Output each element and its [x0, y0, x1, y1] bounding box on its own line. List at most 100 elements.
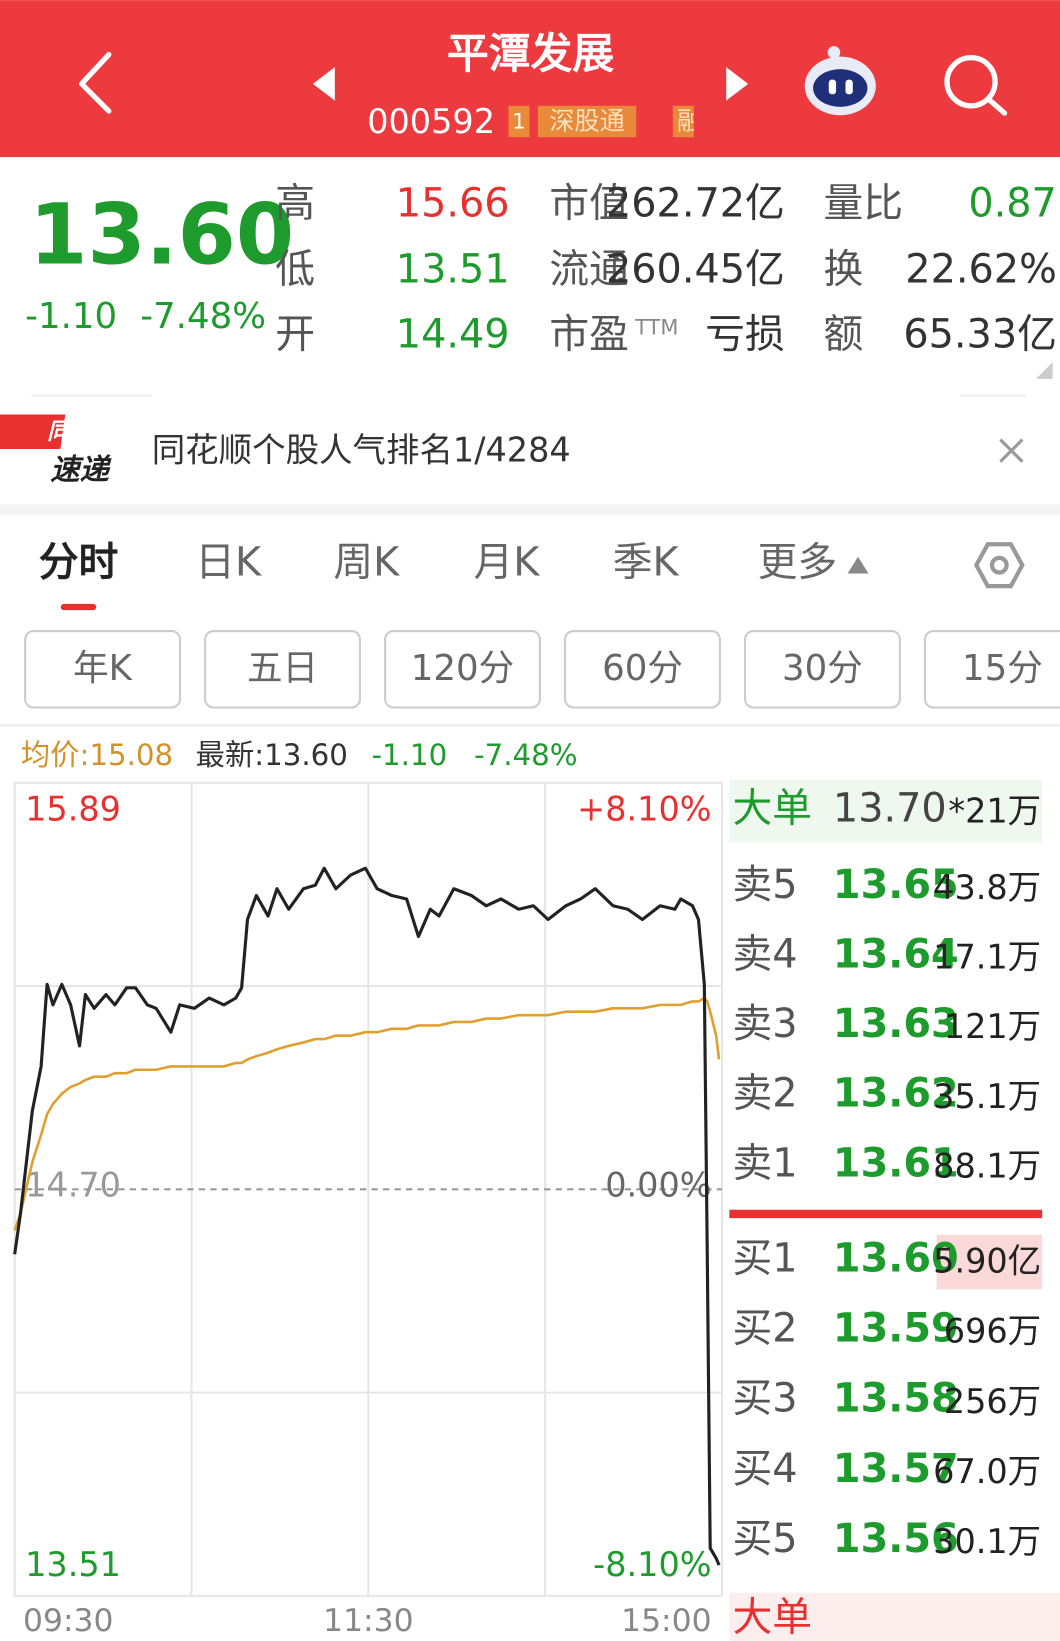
- avg-price-line: [13, 996, 721, 1231]
- period-label[interactable]: 15分: [962, 648, 1043, 689]
- back-button[interactable]: [79, 51, 112, 114]
- y2-tick-label: -8.10%: [593, 1545, 711, 1584]
- stat-label: 市值: [549, 181, 629, 227]
- book-label: 买4: [732, 1446, 797, 1492]
- news-logo: 同花顺 速递: [0, 414, 121, 487]
- tab[interactable]: 月K: [474, 540, 541, 586]
- price-change: -1.10: [25, 296, 117, 337]
- stat-value: 15.66: [396, 181, 510, 227]
- book-price: 13.63: [833, 1001, 959, 1047]
- book-volume: 35.1万: [933, 1077, 1041, 1116]
- book-price: 13.62: [833, 1071, 959, 1117]
- book-price: 13.61: [833, 1140, 959, 1186]
- period-button[interactable]: [743, 630, 901, 709]
- stat-value: 14.49: [396, 312, 510, 358]
- bid-ask-divider: [729, 1209, 1043, 1219]
- stat-value: 22.62%: [905, 247, 1057, 293]
- period-button[interactable]: [564, 630, 721, 709]
- period-button[interactable]: [204, 630, 362, 709]
- prev-stock[interactable]: [312, 67, 335, 101]
- stat-label: 流通: [549, 247, 629, 293]
- period-label[interactable]: 30分: [782, 648, 863, 689]
- book-volume: *21万: [948, 792, 1041, 831]
- period-label[interactable]: 年K: [73, 648, 134, 689]
- next-stock[interactable]: [726, 67, 749, 101]
- stat-label-sup: TTM: [634, 316, 678, 340]
- y-tick-label: 13.51: [25, 1545, 121, 1584]
- period-button[interactable]: [384, 630, 541, 709]
- badge: 深股通: [549, 107, 624, 136]
- y-tick-label: 14.70: [25, 1166, 121, 1205]
- tab[interactable]: 分时: [39, 540, 119, 586]
- y-tick-label: 15.89: [25, 790, 121, 829]
- tab-underline: [60, 603, 97, 611]
- stat-label: 换: [824, 247, 864, 293]
- badge-cut: 融: [677, 107, 702, 136]
- stat-label: 低: [275, 247, 315, 293]
- period-button[interactable]: [24, 630, 182, 709]
- search-button[interactable]: [944, 55, 1008, 116]
- book-price: 13.70: [833, 786, 947, 832]
- badge-box: [508, 105, 530, 138]
- stat-label: 量比: [824, 181, 904, 227]
- stat-value: 65.33亿: [903, 312, 1057, 358]
- row-bg: [729, 779, 1043, 843]
- tab[interactable]: 日K: [195, 540, 262, 586]
- stat-value: 262.72亿: [606, 181, 785, 227]
- tab-bar: 分时 日K 周K 月K 季K 更多: [39, 540, 837, 586]
- latest-change-pct: -7.48%: [474, 738, 578, 772]
- stat-label: 市盈: [549, 312, 629, 358]
- book-volume: 30.1万: [933, 1522, 1041, 1561]
- price-line: [13, 866, 721, 1566]
- expand-corner[interactable]: [1035, 362, 1053, 379]
- price: 13.60: [29, 186, 294, 284]
- section-gap: [0, 504, 1060, 515]
- stock-name: 平潭发展: [447, 29, 615, 78]
- book-price: 13.60: [833, 1236, 959, 1282]
- book-volume: 121万: [944, 1007, 1041, 1046]
- stat-label: 高: [275, 181, 315, 227]
- x-tick-label: 15:00: [621, 1603, 711, 1639]
- stats-grid: 高 15.66 市值262.72亿 量比 0.87 低 13.51 流通260.45亿换 22.…: [275, 181, 1057, 358]
- book-volume: 43.8万: [933, 868, 1041, 907]
- book-label: 卖2: [732, 1071, 797, 1117]
- badge-box: [672, 105, 694, 138]
- book-label: 卖1: [732, 1140, 797, 1186]
- x-tick-label: 09:30: [23, 1603, 113, 1639]
- book-label: 大单: [732, 786, 812, 832]
- book-price: 13.58: [833, 1376, 959, 1422]
- book-label: 买5: [732, 1516, 797, 1562]
- book-volume: 256万: [944, 1382, 1041, 1421]
- book-price: 13.64: [833, 932, 959, 978]
- close-news[interactable]: [999, 438, 1024, 463]
- avg-price: 均价:15.08: [21, 738, 173, 772]
- stock-code: 000592: [367, 102, 495, 141]
- badge-box: [537, 105, 637, 138]
- news-text[interactable]: 同花顺个股人气排名1/4284: [152, 431, 571, 470]
- stat-value: 0.87: [968, 181, 1057, 227]
- tab[interactable]: 更多: [758, 540, 838, 586]
- highlight: [936, 1234, 1043, 1290]
- book-volume: 17.1万: [933, 938, 1041, 977]
- tab[interactable]: 周K: [333, 540, 400, 586]
- robot-icon[interactable]: [804, 46, 876, 116]
- more-arrow: [847, 556, 869, 574]
- book-label: 大单: [732, 1594, 812, 1640]
- period-label[interactable]: 五日: [247, 648, 318, 689]
- book-price: 13.65: [833, 862, 959, 908]
- period-button[interactable]: [923, 630, 1060, 709]
- book-label: 买3: [732, 1376, 797, 1422]
- period-label[interactable]: 120分: [411, 648, 514, 689]
- tab[interactable]: 季K: [613, 540, 680, 586]
- badge-num: 1: [512, 110, 525, 134]
- y2-tick-label: +8.10%: [577, 790, 711, 829]
- y2-tick-label: 0.00%: [605, 1166, 711, 1205]
- settings-button[interactable]: [973, 542, 1025, 589]
- book-price: 13.57: [833, 1446, 959, 1492]
- book-label: 买2: [732, 1306, 797, 1352]
- row-bg: [729, 1592, 1060, 1641]
- logo-top: 同花顺: [47, 419, 121, 445]
- period-label[interactable]: 60分: [602, 648, 683, 689]
